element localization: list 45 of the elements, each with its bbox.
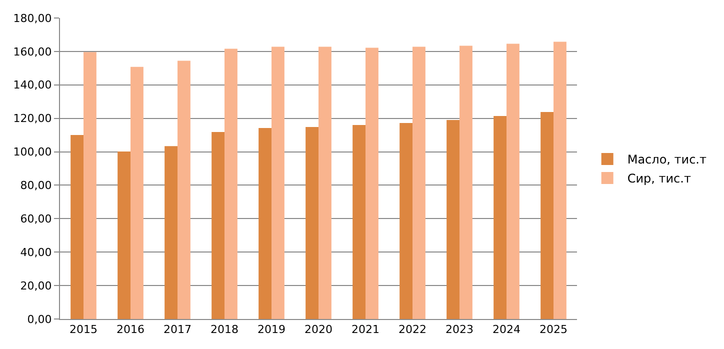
bar — [164, 146, 178, 319]
bar — [446, 120, 460, 319]
bar — [272, 46, 284, 319]
y-tick-label: 100,00 — [13, 146, 52, 159]
bar — [70, 135, 84, 319]
x-tick-label: 2021 — [352, 323, 380, 336]
x-tick-label: 2023 — [446, 323, 474, 336]
bar — [352, 125, 366, 319]
bar — [178, 60, 190, 319]
bar — [460, 46, 472, 319]
y-tick-label: 40,00 — [20, 246, 52, 259]
x-tick-label: 2018 — [210, 323, 238, 336]
x-tick-label: 2025 — [540, 323, 568, 336]
x-tick-label: 2019 — [258, 323, 286, 336]
y-tick-label: 20,00 — [20, 279, 52, 292]
bar — [306, 127, 318, 319]
bar — [506, 44, 520, 319]
bar — [212, 132, 224, 319]
x-tick-label: 2016 — [116, 323, 144, 336]
bar — [554, 42, 566, 319]
x-tick-label: 2020 — [304, 323, 332, 336]
x-tick-label: 2017 — [164, 323, 192, 336]
bar — [494, 116, 506, 319]
y-tick-label: 0,00 — [27, 312, 52, 326]
x-tick-label: 2024 — [492, 323, 520, 336]
bar — [412, 46, 426, 319]
y-tick-label: 160,00 — [13, 45, 52, 58]
y-tick-label: 60,00 — [20, 212, 52, 226]
bar — [130, 66, 144, 319]
bar — [366, 48, 378, 319]
legend-label: Масло, тис.т — [627, 152, 706, 167]
y-tick-label: 140,00 — [13, 78, 52, 92]
bar — [118, 151, 130, 319]
x-tick-label: 2015 — [70, 323, 98, 336]
bar — [84, 52, 96, 319]
legend-label: Сир, тис.т — [627, 172, 691, 186]
x-tick-label: 2022 — [398, 323, 426, 336]
bar — [400, 123, 412, 319]
bar — [258, 128, 272, 319]
bar — [540, 112, 554, 319]
bar — [224, 48, 238, 319]
y-tick-label: 180,00 — [13, 12, 52, 25]
y-tick-label: 120,00 — [13, 112, 52, 126]
bar — [318, 46, 332, 319]
y-tick-label: 80,00 — [20, 179, 52, 192]
